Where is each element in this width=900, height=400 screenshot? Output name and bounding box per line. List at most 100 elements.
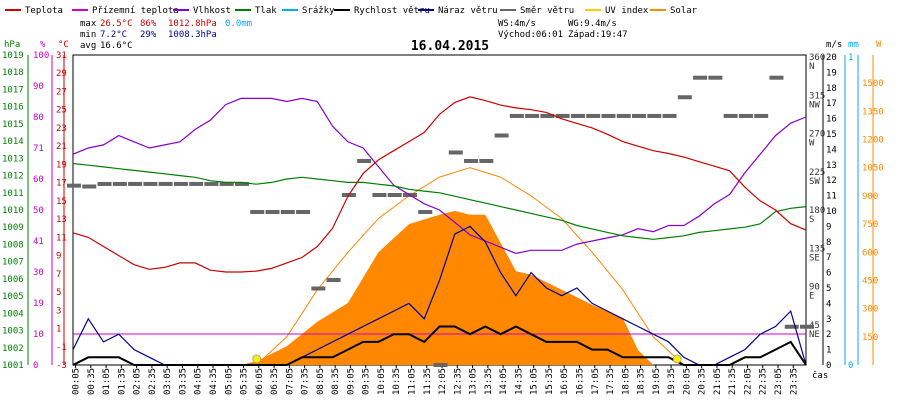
stat-min-hum: 29% [140, 30, 157, 40]
direction-degree-label: 90 [809, 283, 820, 293]
y-tick-degc: 9 [56, 252, 61, 262]
y-tick-ms: 18 [826, 84, 837, 94]
pressure-line [72, 162, 807, 240]
y-tick-ms: 5 [826, 284, 831, 294]
y-tick-hpa: 1006 [2, 275, 24, 285]
y-tick-pct: 80 [33, 113, 44, 123]
y-tick-mm: 1 [848, 53, 853, 63]
wind-direction-mark [616, 113, 631, 118]
x-tick-label: 20:35 [698, 368, 708, 395]
wind-direction-mark [647, 113, 662, 118]
stat-min-temp: 7.2°C [100, 30, 127, 40]
wind-direction-mark [234, 181, 249, 186]
y-tick-ms: 11 [826, 192, 837, 202]
x-tick-label: 19:35 [667, 368, 677, 395]
y-tick-ms: 0 [826, 361, 831, 371]
y-tick-hpa: 1017 [2, 85, 24, 95]
y-tick-pct: 60 [33, 175, 44, 185]
y-tick-pct: 19 [33, 299, 44, 309]
y-axis-unit-ms: m/s [826, 40, 842, 50]
stat-min-label: min [80, 30, 96, 40]
y-tick-ms: 9 [826, 222, 831, 232]
wind-direction-mark [662, 113, 677, 118]
x-tick-label: 06:05 [255, 368, 265, 395]
x-tick-label: 19:05 [652, 368, 662, 395]
y-tick-hpa: 1016 [2, 103, 24, 113]
y-tick-ms: 15 [826, 130, 837, 140]
wind-direction-mark [677, 95, 692, 100]
wind-direction-mark [586, 113, 601, 118]
x-tick-label: 13:05 [469, 368, 479, 395]
y-tick-degc: 29 [56, 69, 67, 79]
y-tick-degc: 23 [56, 124, 67, 134]
x-tick-label: 07:35 [301, 368, 311, 395]
x-tick-label: 23:05 [774, 368, 784, 395]
y-tick-degc: 25 [56, 106, 67, 116]
x-tick-label: 22:05 [743, 368, 753, 395]
wind-direction-mark [509, 113, 524, 118]
y-tick-pct: 50 [33, 206, 44, 216]
humidity-line [72, 97, 807, 255]
y-tick-pct: 90 [33, 82, 44, 92]
x-tick-label: 12:35 [453, 368, 463, 395]
y-axis-unit-w: W [876, 40, 882, 50]
direction-compass-label: NE [809, 330, 820, 340]
y-tick-pct: 0 [33, 361, 38, 371]
x-tick-label: 03:35 [178, 368, 188, 395]
direction-compass-label: SW [809, 177, 820, 187]
wind-direction-mark [800, 324, 814, 329]
sun-marker [672, 354, 682, 364]
y-tick-ms: 3 [826, 315, 831, 325]
x-axis-label: čas [812, 370, 828, 381]
wind-direction-mark [738, 113, 753, 118]
y-tick-w: 450 [862, 276, 878, 286]
legend-label: Rychlost větru [354, 6, 430, 16]
y-tick-degc: 21 [56, 142, 67, 152]
solar-area [240, 210, 654, 365]
y-axis-unit-hpa: hPa [4, 40, 20, 50]
legend-label: Srážky [302, 6, 335, 16]
wind-direction-mark [67, 183, 81, 188]
direction-compass-label: S [809, 215, 814, 225]
y-tick-ms: 14 [826, 145, 837, 155]
direction-compass-label: E [809, 292, 814, 302]
y-tick-ms: 20 [826, 53, 837, 63]
direction-degree-label: 360 [809, 53, 825, 63]
wind-direction-mark [525, 113, 540, 118]
wind-direction-mark [494, 133, 509, 138]
y-tick-hpa: 1003 [2, 327, 24, 337]
y-tick-w: 150 [862, 333, 878, 343]
direction-degree-label: 315 [809, 91, 825, 101]
y-tick-hpa: 1010 [2, 206, 24, 216]
wind-direction-mark [173, 181, 188, 186]
direction-degree-label: 180 [809, 206, 825, 216]
y-tick-ms: 2 [826, 330, 831, 340]
x-tick-label: 00:05 [72, 368, 82, 395]
y-tick-hpa: 1007 [2, 258, 24, 268]
x-tick-label: 01:05 [102, 368, 112, 395]
y-tick-hpa: 1018 [2, 68, 24, 78]
direction-degree-label: 270 [809, 130, 825, 140]
stat-max-rain: 0.0mm [225, 19, 252, 29]
wind-direction-mark [219, 181, 234, 186]
stats-block: max 26.5°C 86% 1012.8hPa 0.0mm min 7.2°C… [80, 19, 252, 51]
stat-max-label: max [80, 19, 97, 29]
solar-max-line [255, 167, 685, 366]
y-tick-degc: 11 [56, 233, 67, 243]
direction-degree-label: 135 [809, 244, 825, 254]
sun-marker [252, 354, 262, 364]
legend-label: Tlak [255, 6, 277, 16]
y-tick-w: 750 [862, 220, 878, 230]
y-tick-degc: 27 [56, 87, 67, 97]
x-tick-label: 13:35 [484, 368, 494, 395]
x-tick-label: 05:05 [224, 368, 234, 395]
x-tick-label: 02:35 [148, 368, 158, 395]
y-axis-unit-pct: % [40, 40, 46, 50]
x-tick-label: 03:05 [163, 368, 173, 395]
wind-direction-mark [372, 193, 387, 197]
y-tick-hpa: 1011 [2, 189, 24, 199]
wind-direction-mark [464, 159, 479, 163]
wind-direction-mark [632, 113, 647, 118]
legend-label: Solar [670, 6, 698, 16]
plot-area [67, 75, 814, 367]
